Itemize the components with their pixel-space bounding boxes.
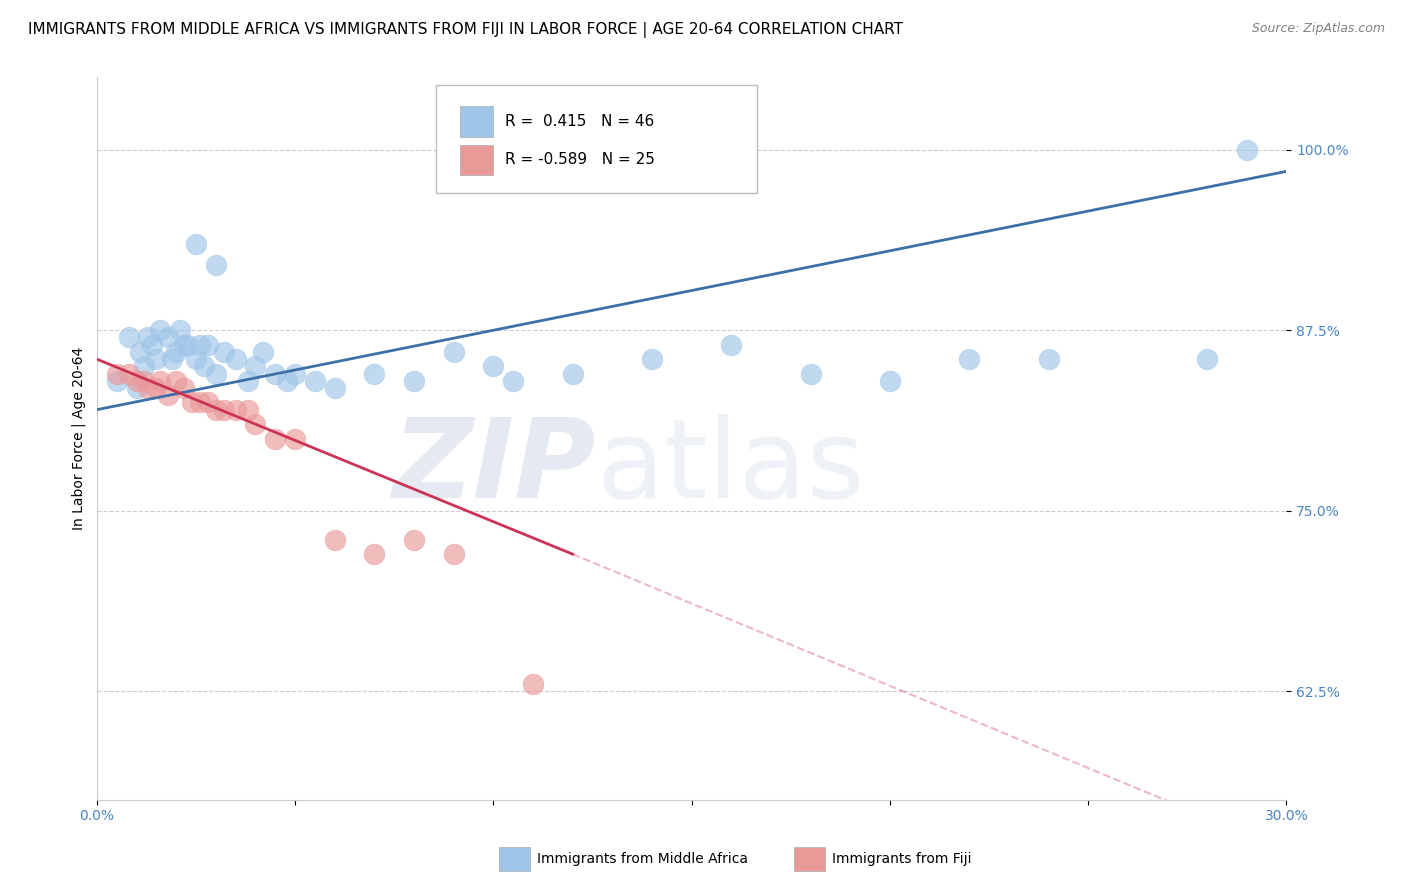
Point — [204, 258, 226, 272]
Point — [197, 337, 219, 351]
Point — [276, 374, 298, 388]
Point — [641, 352, 664, 367]
Point — [363, 547, 385, 561]
Point — [245, 417, 267, 432]
Text: R =  0.415   N = 46: R = 0.415 N = 46 — [505, 114, 654, 129]
Point — [184, 352, 207, 367]
Point — [212, 345, 235, 359]
Point — [482, 359, 505, 374]
Point — [117, 367, 139, 381]
Point — [188, 337, 211, 351]
Point — [149, 374, 172, 388]
Text: Immigrants from Middle Africa: Immigrants from Middle Africa — [537, 852, 748, 866]
Point — [193, 359, 215, 374]
Point — [443, 547, 465, 561]
Text: Immigrants from Fiji: Immigrants from Fiji — [832, 852, 972, 866]
Point — [225, 402, 247, 417]
Text: R = -0.589   N = 25: R = -0.589 N = 25 — [505, 153, 655, 168]
Point — [879, 374, 901, 388]
Point — [720, 337, 742, 351]
Point — [252, 345, 274, 359]
Bar — [460, 145, 494, 175]
Point — [1236, 143, 1258, 157]
Point — [117, 330, 139, 344]
Point — [204, 367, 226, 381]
Y-axis label: In Labor Force | Age 20-64: In Labor Force | Age 20-64 — [72, 347, 86, 530]
Point — [284, 432, 307, 446]
FancyBboxPatch shape — [436, 85, 756, 193]
Point — [141, 337, 163, 351]
Point — [134, 359, 156, 374]
Point — [1038, 352, 1060, 367]
Point — [204, 402, 226, 417]
Point — [323, 533, 346, 547]
Point — [125, 374, 148, 388]
Point — [177, 337, 200, 351]
Text: Source: ZipAtlas.com: Source: ZipAtlas.com — [1251, 22, 1385, 36]
Point — [160, 352, 183, 367]
Point — [264, 432, 287, 446]
Point — [149, 323, 172, 337]
Text: IMMIGRANTS FROM MIDDLE AFRICA VS IMMIGRANTS FROM FIJI IN LABOR FORCE | AGE 20-64: IMMIGRANTS FROM MIDDLE AFRICA VS IMMIGRA… — [28, 22, 903, 38]
Point — [404, 374, 426, 388]
Point — [184, 236, 207, 251]
Point — [561, 367, 583, 381]
Point — [245, 359, 267, 374]
Text: atlas: atlas — [596, 414, 865, 521]
Point — [165, 345, 187, 359]
Point — [363, 367, 385, 381]
Point — [197, 395, 219, 409]
Point — [125, 381, 148, 395]
Point — [165, 374, 187, 388]
Bar — [460, 106, 494, 136]
Point — [284, 367, 307, 381]
Point — [236, 402, 259, 417]
Point — [169, 323, 191, 337]
Point — [304, 374, 326, 388]
Text: ZIP: ZIP — [394, 414, 596, 521]
Point — [443, 345, 465, 359]
Point — [157, 330, 180, 344]
Point — [1197, 352, 1219, 367]
Point — [138, 381, 160, 395]
Point — [129, 345, 152, 359]
Point — [138, 330, 160, 344]
Point — [957, 352, 980, 367]
Point — [323, 381, 346, 395]
Point — [212, 402, 235, 417]
Point — [105, 374, 128, 388]
Point — [105, 367, 128, 381]
Point — [404, 533, 426, 547]
Point — [225, 352, 247, 367]
Point — [522, 677, 544, 691]
Point — [181, 395, 204, 409]
Point — [264, 367, 287, 381]
Point — [173, 337, 195, 351]
Point — [134, 374, 156, 388]
Point — [188, 395, 211, 409]
Point — [157, 388, 180, 402]
Point — [145, 381, 167, 395]
Point — [173, 381, 195, 395]
Point — [145, 352, 167, 367]
Point — [800, 367, 823, 381]
Point — [502, 374, 524, 388]
Point — [236, 374, 259, 388]
